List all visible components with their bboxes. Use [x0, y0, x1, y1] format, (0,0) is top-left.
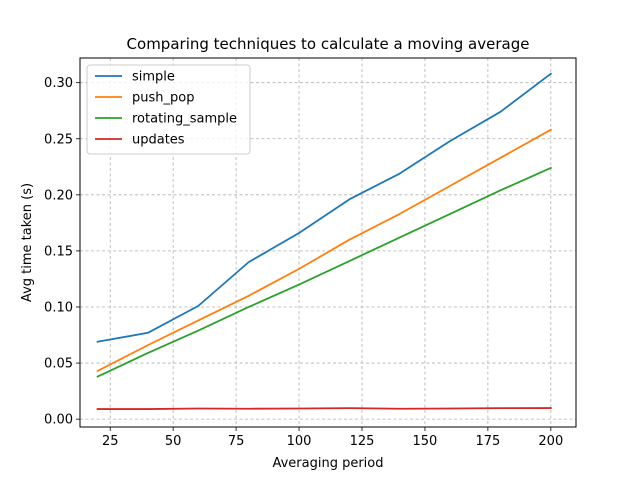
y-tick-label: 0.15 [44, 244, 73, 259]
x-axis-label: Averaging period [272, 456, 383, 471]
x-tick-label: 75 [228, 434, 245, 449]
x-tick-label: 25 [102, 434, 119, 449]
plot-frame [79, 57, 577, 428]
x-tick-label: 175 [475, 434, 500, 449]
legend-label: push_pop [132, 91, 194, 106]
x-tick-label: 100 [287, 434, 312, 449]
x-tick-label: 125 [350, 434, 375, 449]
legend-label: updates [132, 133, 185, 148]
x-tick-label: 150 [413, 434, 438, 449]
x-axis-ticks: 25 50 75 100 125 150 175 200 [102, 427, 563, 449]
x-tick-label: 50 [165, 434, 182, 449]
y-tick-label: 0.00 [44, 413, 73, 428]
series-line-push-pop [96, 128, 553, 373]
y-tick-label: 0.30 [44, 76, 73, 91]
series-line-simple [96, 72, 553, 343]
series-line-updates [96, 407, 552, 410]
y-tick-label: 0.25 [44, 132, 73, 147]
y-axis-label: Avg time taken (s) [20, 183, 35, 302]
y-tick-label: 0.05 [44, 357, 73, 372]
y-tick-label: 0.10 [44, 300, 73, 315]
legend-label: simple [132, 70, 175, 85]
series-lines [96, 72, 553, 410]
legend-label: rotating_sample [132, 112, 237, 127]
chart-title: Comparing techniques to calculate a movi… [127, 35, 530, 53]
y-tick-label: 0.20 [44, 188, 73, 203]
legend-box [86, 64, 251, 155]
grid [80, 58, 576, 427]
x-tick-label: 200 [538, 434, 563, 449]
y-axis-ticks: 0.00 0.05 0.10 0.15 0.20 0.25 0.30 [44, 76, 80, 428]
series-line-rotating-sample [96, 166, 553, 378]
